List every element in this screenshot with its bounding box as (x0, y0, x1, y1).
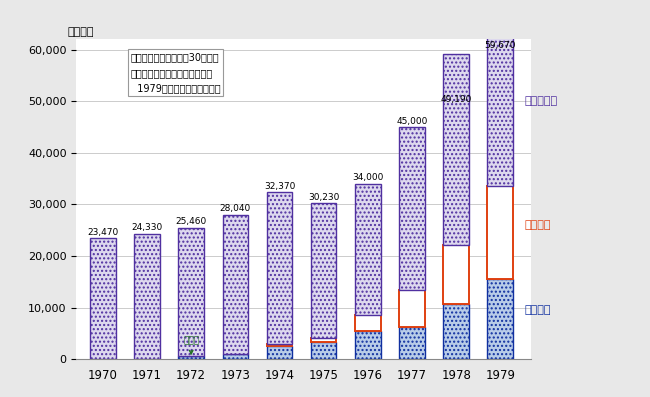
Bar (222, 354, 248, 359)
Bar (355, 316, 381, 331)
Bar (443, 245, 469, 304)
Bar (399, 290, 425, 327)
Bar (488, 187, 513, 279)
Bar (443, 54, 469, 245)
Text: 出典：「日本時計協有30年史」
資料：通商産業省「機械統計」
  1979年は日本時計協会資料: 出典：「日本時計協有30年史」 資料：通商産業省「機械統計」 1979年は日本時… (131, 52, 220, 93)
Bar (311, 338, 337, 342)
Bar (178, 228, 204, 356)
Bar (443, 304, 469, 359)
Bar (222, 215, 248, 354)
Bar (488, 279, 513, 359)
Bar (399, 127, 425, 290)
Text: アナログ: アナログ (525, 305, 551, 315)
Text: 25,460: 25,460 (176, 218, 207, 226)
Bar (399, 327, 425, 359)
Bar (90, 238, 116, 359)
Text: 24,330: 24,330 (131, 223, 162, 232)
Bar (488, 0, 513, 187)
Text: ゼンマイ式: ゼンマイ式 (525, 96, 558, 106)
Text: 28,040: 28,040 (220, 204, 251, 213)
Bar (134, 234, 160, 359)
Text: デジタル: デジタル (525, 220, 551, 230)
Bar (355, 184, 381, 316)
Text: 32,370: 32,370 (264, 182, 295, 191)
Text: 59,670: 59,670 (484, 41, 516, 50)
Bar (178, 356, 204, 359)
Bar (355, 331, 381, 359)
Text: （千個）: （千個） (68, 27, 94, 37)
Bar (266, 192, 292, 344)
Text: 23,470: 23,470 (87, 227, 118, 237)
Bar (311, 203, 337, 338)
Text: 45,000: 45,000 (396, 117, 428, 125)
Text: 電池式: 電池式 (183, 336, 200, 354)
Bar (266, 344, 292, 346)
Text: 30,230: 30,230 (308, 193, 339, 202)
Text: 34,000: 34,000 (352, 173, 383, 182)
Bar (311, 342, 337, 359)
Text: 49,190: 49,190 (441, 95, 472, 104)
Bar (266, 346, 292, 359)
